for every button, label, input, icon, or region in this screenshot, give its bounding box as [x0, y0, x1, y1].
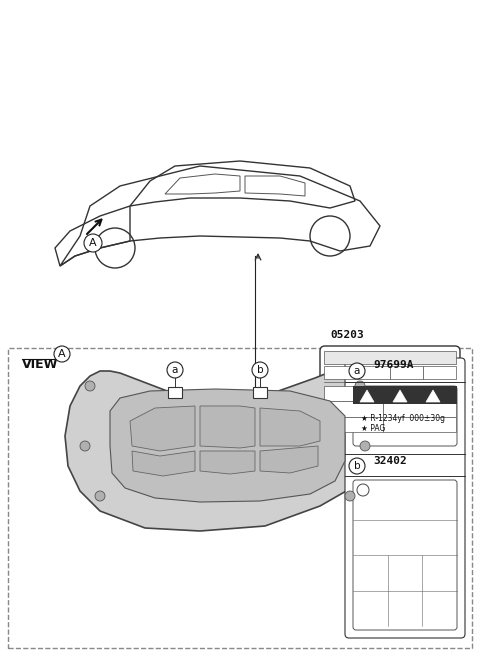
Circle shape: [357, 484, 369, 496]
Circle shape: [80, 441, 90, 451]
Polygon shape: [200, 451, 255, 474]
Circle shape: [54, 346, 70, 362]
FancyBboxPatch shape: [353, 386, 457, 404]
Text: A: A: [89, 238, 97, 248]
Polygon shape: [110, 389, 345, 502]
Text: 97699A: 97699A: [373, 360, 413, 370]
Text: a: a: [172, 365, 178, 375]
Circle shape: [360, 441, 370, 451]
Polygon shape: [132, 451, 195, 476]
FancyBboxPatch shape: [324, 386, 384, 401]
Polygon shape: [360, 390, 374, 402]
Polygon shape: [65, 371, 380, 531]
Circle shape: [345, 491, 355, 501]
Polygon shape: [130, 406, 195, 451]
FancyBboxPatch shape: [324, 351, 456, 364]
FancyBboxPatch shape: [353, 386, 457, 446]
Text: A: A: [58, 349, 66, 359]
Polygon shape: [426, 390, 440, 402]
Polygon shape: [200, 406, 255, 448]
FancyBboxPatch shape: [320, 346, 460, 436]
FancyBboxPatch shape: [324, 401, 384, 417]
Text: VIEW: VIEW: [22, 358, 59, 371]
FancyBboxPatch shape: [324, 417, 384, 432]
FancyBboxPatch shape: [384, 401, 456, 417]
Polygon shape: [260, 446, 318, 473]
FancyBboxPatch shape: [353, 480, 457, 630]
Circle shape: [349, 363, 365, 379]
Text: a: a: [354, 366, 360, 376]
FancyBboxPatch shape: [345, 358, 465, 638]
Polygon shape: [260, 408, 320, 446]
FancyBboxPatch shape: [384, 417, 456, 432]
Text: b: b: [257, 365, 264, 375]
FancyBboxPatch shape: [423, 366, 456, 379]
Text: 05203: 05203: [330, 330, 364, 340]
FancyBboxPatch shape: [357, 366, 390, 379]
FancyBboxPatch shape: [253, 387, 267, 398]
FancyBboxPatch shape: [8, 348, 472, 648]
Polygon shape: [393, 390, 407, 402]
FancyBboxPatch shape: [384, 386, 456, 401]
Circle shape: [85, 381, 95, 391]
Circle shape: [349, 458, 365, 474]
FancyBboxPatch shape: [390, 366, 423, 379]
Text: 32402: 32402: [373, 456, 407, 466]
Circle shape: [252, 362, 268, 378]
Circle shape: [84, 234, 102, 252]
Text: ★ PAG: ★ PAG: [361, 424, 385, 433]
FancyBboxPatch shape: [168, 387, 182, 398]
FancyBboxPatch shape: [324, 366, 357, 379]
Circle shape: [167, 362, 183, 378]
Circle shape: [95, 491, 105, 501]
Text: ★ R-1234yf  000±30g: ★ R-1234yf 000±30g: [361, 414, 445, 423]
Text: b: b: [354, 461, 360, 471]
Circle shape: [355, 381, 365, 391]
